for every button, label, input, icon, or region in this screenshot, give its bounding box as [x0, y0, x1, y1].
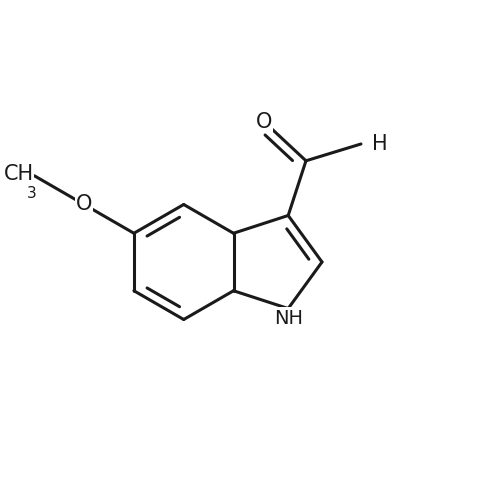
Text: CH: CH [4, 164, 34, 184]
Text: O: O [76, 194, 92, 215]
Text: 3: 3 [27, 186, 37, 201]
Text: O: O [256, 112, 272, 132]
Text: H: H [372, 134, 388, 154]
Text: NH: NH [274, 308, 303, 328]
